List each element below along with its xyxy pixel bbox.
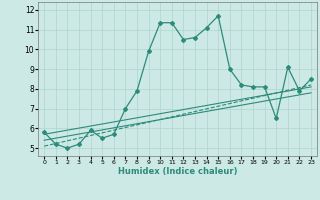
X-axis label: Humidex (Indice chaleur): Humidex (Indice chaleur) [118, 167, 237, 176]
